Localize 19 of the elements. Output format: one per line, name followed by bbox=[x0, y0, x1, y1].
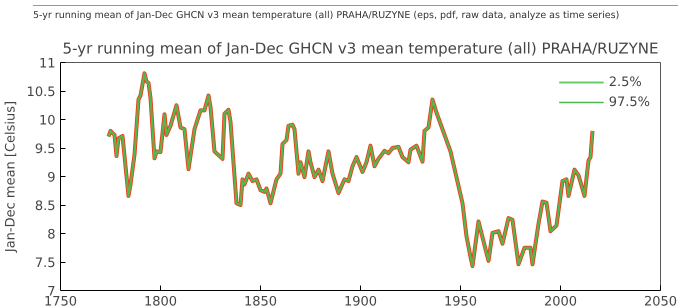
text: 5-yr running mean of Jan-Dec GHCN v3 mean temperature (all) PRAHA/RUZYNE (eps, pdf, raw data, analyze as time series) bbox=[33, 5, 678, 23]
y-tick-label: 8 bbox=[47, 228, 56, 242]
x-tick-label: 1850 bbox=[244, 294, 278, 308]
chart-title: 5-yr running mean of Jan-Dec GHCN v3 mean temperature (all) PRAHA/RUZYNE bbox=[62, 40, 658, 58]
y-axis-title: Jan-Dec mean [Celsius] bbox=[4, 100, 19, 254]
y-tick-label: 9.5 bbox=[34, 142, 56, 157]
legend-label: 97.5% bbox=[608, 94, 650, 110]
x-tick-label: 2050 bbox=[644, 294, 678, 308]
y-tick-label: 11 bbox=[38, 56, 56, 72]
y-tick-label: 9 bbox=[47, 170, 56, 186]
legend-label: 2.5% bbox=[608, 74, 642, 90]
y-tick-label: 8.5 bbox=[34, 199, 56, 214]
x-tick-label: 1900 bbox=[344, 294, 378, 308]
x-tick-label: 2000 bbox=[544, 294, 578, 308]
y-tick-label: 10.5 bbox=[26, 85, 56, 100]
x-tick-label: 1800 bbox=[144, 294, 178, 308]
y-tick-label: 10 bbox=[38, 114, 56, 128]
y-tick-label: 7.5 bbox=[34, 256, 56, 271]
x-tick-label: 1950 bbox=[444, 294, 478, 308]
